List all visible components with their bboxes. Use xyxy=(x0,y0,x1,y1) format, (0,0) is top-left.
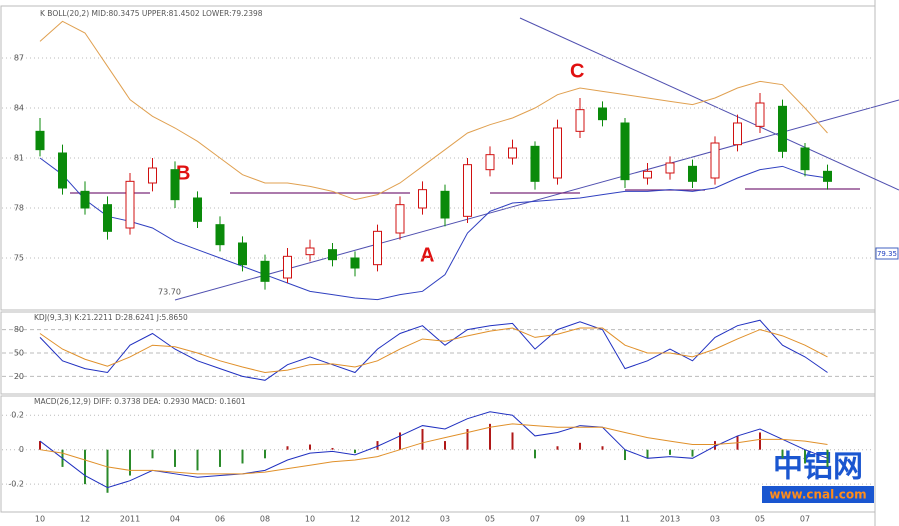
low-label: 73.70 xyxy=(158,288,181,297)
x-tick-label: 03 xyxy=(710,515,720,524)
candle-body xyxy=(508,147,517,159)
candle-body xyxy=(170,169,180,201)
main-header: K BOLL(20,2) MID:80.3475 UPPER:81.4502 L… xyxy=(40,9,263,18)
x-tick-label: 2013 xyxy=(660,515,680,524)
y-tick-label: 78 xyxy=(14,204,24,213)
x-tick-label: 05 xyxy=(485,515,495,524)
watermark-bar xyxy=(762,486,874,503)
candle-body xyxy=(530,145,540,182)
price-tag: 79.35 xyxy=(877,250,897,258)
candle-body xyxy=(238,242,247,266)
macd-line xyxy=(39,423,828,475)
candle-body xyxy=(440,190,450,219)
candle-body xyxy=(350,257,360,269)
candle-body xyxy=(328,249,337,261)
y-tick-label: 81 xyxy=(14,154,24,163)
candle-body xyxy=(80,190,90,209)
x-tick-label: 07 xyxy=(530,515,540,524)
y-tick-label: 0.2 xyxy=(11,411,24,420)
candle-body xyxy=(823,170,832,182)
candle-body xyxy=(575,109,585,132)
candle-body xyxy=(620,122,630,181)
candle-body xyxy=(553,127,562,179)
watermark-name: 中铝网 xyxy=(773,450,863,485)
candle-body xyxy=(395,204,405,234)
candle-body xyxy=(688,165,697,182)
kdj-header: KDJ(9,3,3) K:21.2211 D:28.6241 J:5.8650 xyxy=(34,313,188,322)
candle-body xyxy=(148,167,157,184)
candle-body xyxy=(215,224,225,246)
y-tick-label: 20 xyxy=(14,372,24,381)
candle-body xyxy=(755,102,765,127)
candle-body xyxy=(463,164,472,217)
candle-body xyxy=(710,142,720,179)
y-tick-label: 75 xyxy=(14,254,24,263)
x-tick-label: 11 xyxy=(620,515,630,524)
x-tick-label: 2012 xyxy=(390,515,410,524)
y-tick-label: 50 xyxy=(14,349,24,358)
boll-line xyxy=(39,20,828,201)
y-tick-label: -0.2 xyxy=(8,480,24,489)
watermark-url: www.cnal.com xyxy=(769,488,866,502)
macd-line xyxy=(39,411,828,489)
boll-line xyxy=(39,157,828,301)
x-tick-label: 08 xyxy=(260,515,270,524)
x-tick-label: 2011 xyxy=(120,515,140,524)
x-tick-label: 10 xyxy=(305,515,315,524)
candle-body xyxy=(373,230,382,266)
y-tick-label: 84 xyxy=(14,104,24,113)
candle-body xyxy=(643,170,652,179)
y-tick-label: 80 xyxy=(14,325,24,334)
y-tick-label: 0 xyxy=(19,445,24,454)
candle-body xyxy=(598,107,607,121)
price-tag-box xyxy=(875,247,899,260)
y-tick-label: 87 xyxy=(14,54,24,63)
macd-header: MACD(26,12,9) DIFF: 0.3738 DEA: 0.2930 M… xyxy=(34,397,246,406)
x-tick-label: 09 xyxy=(575,515,585,524)
candle-body xyxy=(35,130,45,151)
candle-body xyxy=(58,152,67,189)
candle-body xyxy=(260,260,270,282)
candle-body xyxy=(193,197,202,222)
watermark: 中铝网 www.cnal.com xyxy=(762,450,874,503)
candle-body xyxy=(800,147,810,171)
x-tick-label: 04 xyxy=(170,515,180,524)
candle-body xyxy=(103,204,112,232)
annotation-c: C xyxy=(570,60,584,82)
annotation-a: A xyxy=(420,244,434,266)
candle-body xyxy=(665,162,675,174)
candle-body xyxy=(125,180,135,229)
candle-body xyxy=(418,189,427,209)
x-tick-label: 12 xyxy=(350,515,360,524)
x-tick-label: 12 xyxy=(80,515,90,524)
candle-body xyxy=(485,154,495,171)
kdj-line xyxy=(39,327,828,374)
x-tick-label: 03 xyxy=(440,515,450,524)
x-tick-label: 07 xyxy=(800,515,810,524)
candle-body xyxy=(305,247,315,256)
x-tick-label: 10 xyxy=(35,515,45,524)
candle-body xyxy=(733,122,742,146)
x-tick-label: 05 xyxy=(755,515,765,524)
candle-body xyxy=(778,105,787,152)
annotation-b: B xyxy=(176,162,190,184)
candle-body xyxy=(283,255,292,279)
x-tick-label: 06 xyxy=(215,515,225,524)
resistance-line xyxy=(519,17,899,191)
